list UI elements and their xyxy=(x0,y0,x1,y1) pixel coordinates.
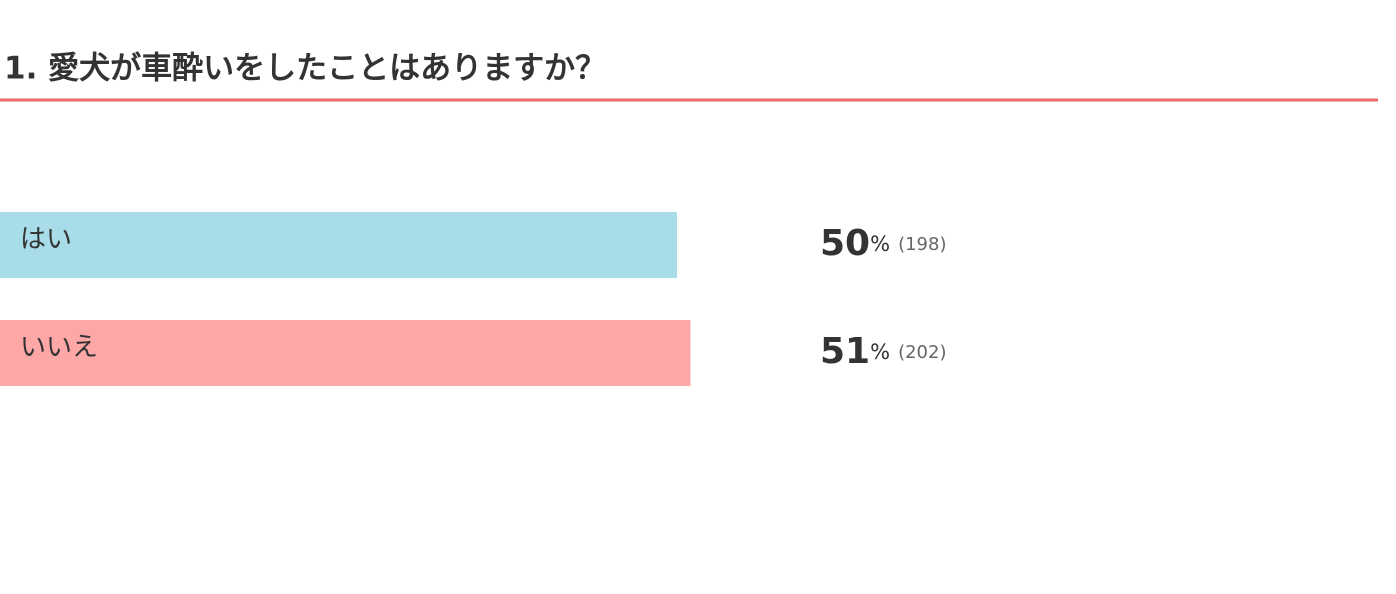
percent-unit: % xyxy=(870,340,890,364)
percent-label: 51% (202) xyxy=(820,331,946,372)
bar xyxy=(0,212,677,278)
percent-value: 51 xyxy=(820,331,870,372)
question-title: 1. 愛犬が車酔いをしたことはありますか？ xyxy=(4,51,606,87)
bar xyxy=(0,320,691,386)
count-label: (202) xyxy=(898,342,946,363)
percent-label: 50% (198) xyxy=(820,223,946,264)
percent-value: 50 xyxy=(820,223,870,264)
option-label: いいえ xyxy=(20,333,98,363)
percent-unit: % xyxy=(870,232,890,256)
option-label: はい xyxy=(20,225,72,255)
count-label: (198) xyxy=(898,234,946,255)
